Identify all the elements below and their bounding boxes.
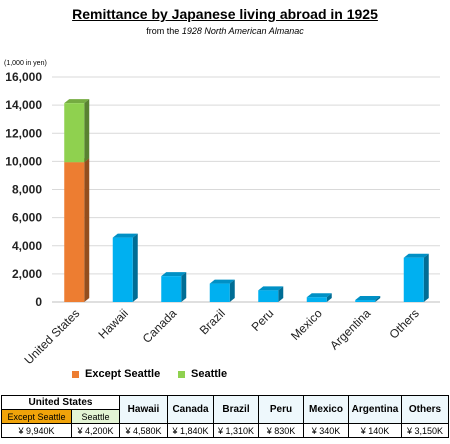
table-header-mexico: Mexico [303,395,349,424]
x-tick-label: Mexico [288,306,325,343]
bar-hawaii-side [132,233,138,302]
y-tick-label: 8,000 [12,183,42,197]
bar-chart: 0 2,000 4,000 6,000 8,000 10,000 12,000 14,000 1… [5,70,440,367]
x-tick-label: Others [387,306,422,341]
bar-brazil [209,283,230,302]
y-tick-label: 12,000 [5,126,42,140]
x-tick-label: United States [22,306,83,367]
chart-title: Remittance by Japanese living abroad in … [72,6,378,22]
bar-hawaii [112,237,133,302]
bar-argentina-top [355,296,381,301]
table-header-canada: Canada [167,395,214,424]
y-tick-label: 16,000 [5,70,42,84]
y-tick-label: 4,000 [12,239,42,253]
subtitle-prefix: from the [146,26,180,36]
table-cell-hawaii: ¥ 4,580K [119,423,168,438]
bar-others [403,257,424,302]
bar-united-states-seattle [64,103,85,163]
bar-argentina [355,300,376,302]
bar-canada [161,276,182,302]
legend-item-except-seattle: Except Seattle [72,368,160,380]
y-tick-label: 6,000 [12,211,42,225]
table-subheader-except-seattle: Except Seattle [1,409,72,424]
x-tick-label: Hawaii [96,306,131,341]
chart-subtitle: from the 1928 North American Almanac [0,26,450,36]
table-cell-seattle: ¥ 4,200K [71,423,120,438]
table-header-argentina: Argentina [348,395,402,424]
bar-brazil-top [209,279,235,284]
x-tick-label: Canada [140,306,180,346]
bar-united-states-seattle-side [84,99,90,163]
bar-canada-side [181,272,187,302]
x-tick-label: Peru [249,306,277,334]
bar-others-top [403,253,429,258]
legend-swatch-seattle [178,370,185,378]
y-tick-label: 2,000 [12,267,42,281]
bar-mexico-side [326,293,332,302]
y-tick-label: 14,000 [5,98,42,112]
table-header-hawaii: Hawaii [119,395,168,424]
y-tick-label: 0 [35,295,42,309]
bar-mexico [306,297,327,302]
x-tick-label: Argentina [327,306,373,352]
legend-swatch-except-seattle [72,370,79,378]
x-tick-label: Brazil [197,306,228,337]
legend-label-seattle: Seattle [191,368,228,380]
table-header-brazil: Brazil [213,395,259,424]
table-header-united-states: United States [1,395,120,410]
table-cell-mexico: ¥ 340K [303,423,349,438]
bar-peru-side [278,286,284,302]
table-cell-argentina: ¥ 140K [348,423,402,438]
legend-label-except-seattle: Except Seattle [85,368,161,380]
bar-brazil-side [229,279,235,302]
bar-united-states-seattle-top [64,99,90,104]
table-cell-canada: ¥ 1,840K [167,423,214,438]
bar-argentina-side [375,296,381,302]
table-cell-others: ¥ 3,150K [401,423,449,438]
bar-united-states-except-seattle-side [84,158,90,302]
bar-hawaii-top [112,233,138,238]
legend-item-seattle: Seattle [178,368,227,380]
subtitle-source: 1928 North American Almanac [181,26,304,36]
y-tick-label: 10,000 [5,154,42,168]
table-cell-brazil: ¥ 1,310K [213,423,259,438]
bar-peru [258,290,279,302]
data-table: United States Hawaii Canada Brazil Peru … [1,395,449,438]
table-header-others: Others [401,395,449,424]
bar-peru-top [258,286,284,291]
bar-canada-top [161,272,187,277]
y-axis-unit: (1,000 in yen) [4,60,47,67]
table-cell-except-seattle: ¥ 9,940K [1,423,72,438]
bar-mexico-top [306,293,332,298]
table-subheader-seattle: Seattle [71,409,120,424]
bar-others-side [423,253,429,302]
table-header-peru: Peru [258,395,304,424]
bar-united-states-except-seattle [64,162,85,302]
table-cell-peru: ¥ 830K [258,423,304,438]
